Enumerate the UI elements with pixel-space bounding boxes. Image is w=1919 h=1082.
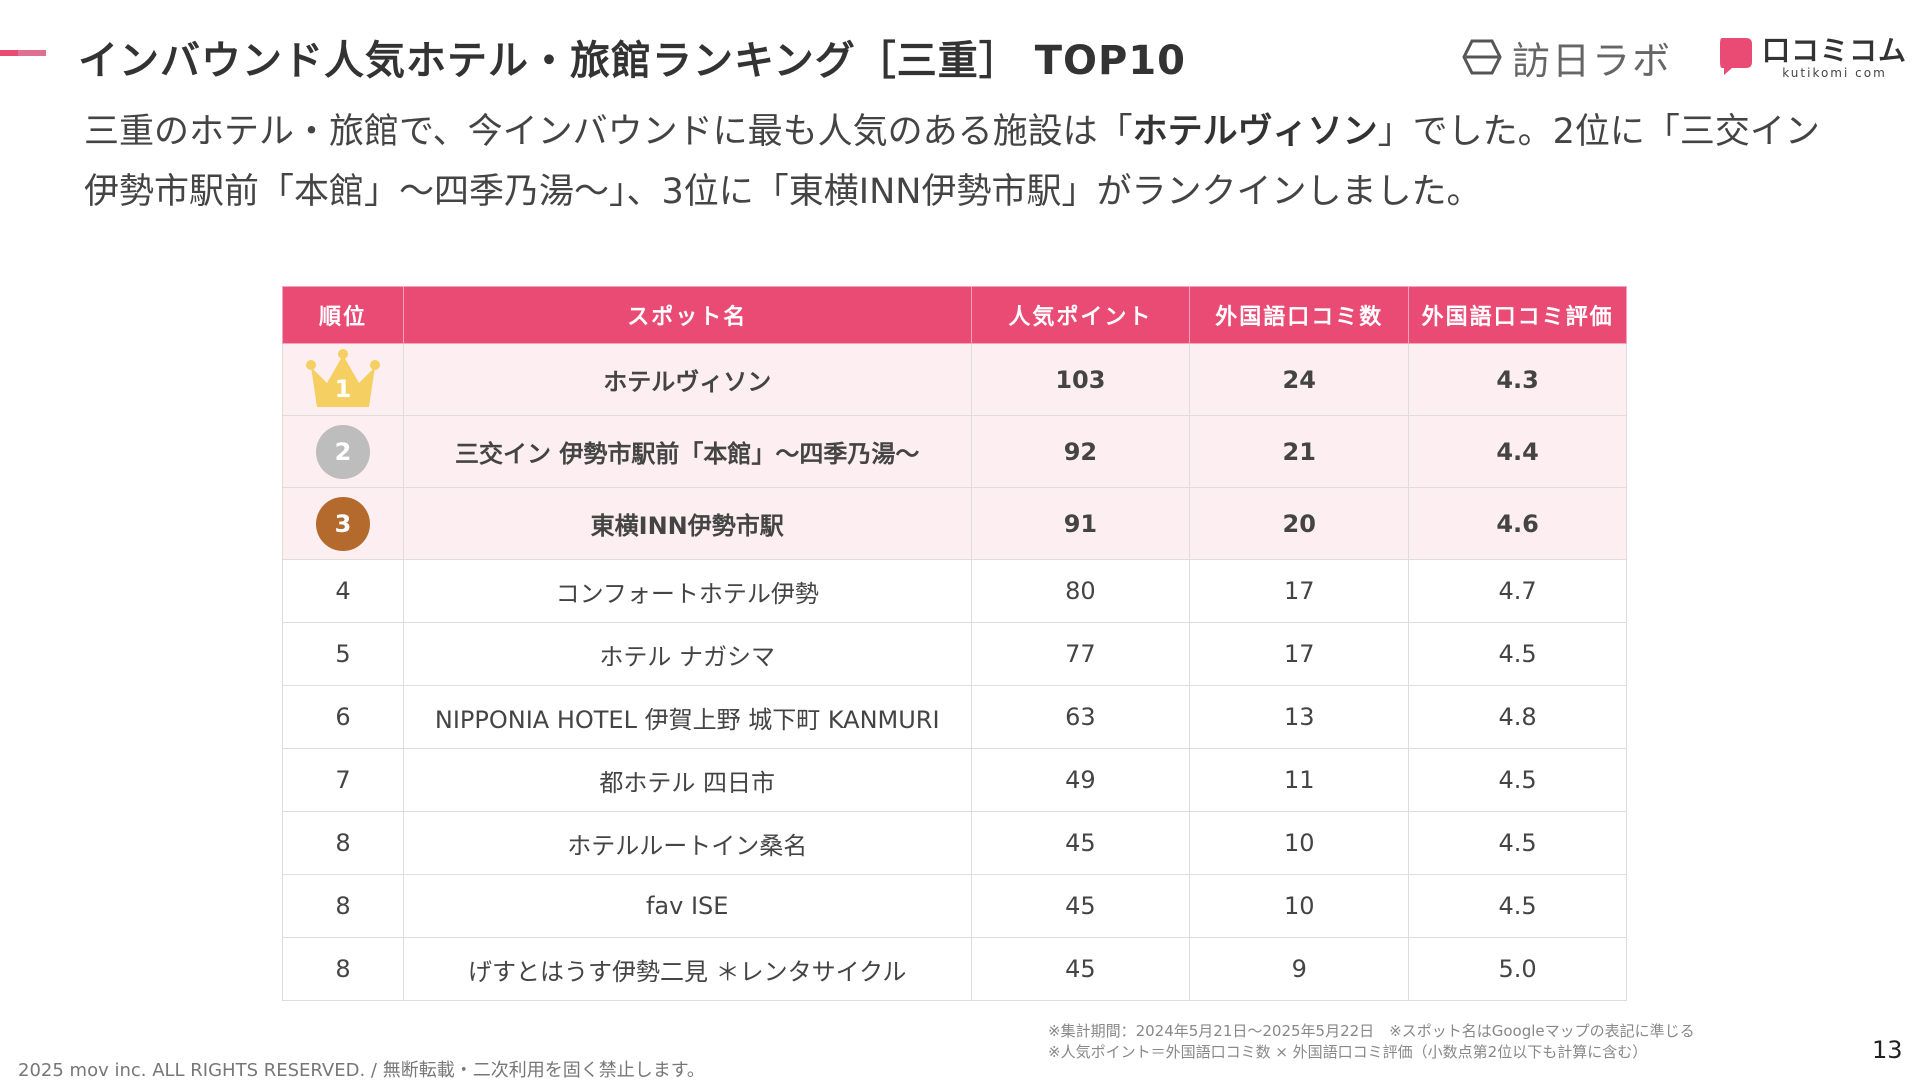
table-row: 7 都ホテル 四日市 49 11 4.5 [282,748,1627,812]
review-rating: 4.5 [1408,622,1627,686]
table-row: 4 コンフォートホテル伊勢 80 17 4.7 [282,559,1627,623]
rank-cell: 1 [282,343,404,416]
table-header-row: 順位 スポット名 人気ポイント 外国語口コミ数 外国語口コミ評価 [282,286,1627,344]
header-spot-name: スポット名 [402,286,972,344]
table-row: 8 げすとはうす伊勢二見 ＊レンタサイクル 45 9 5.0 [282,937,1627,1001]
silver-rank-badge: 2 [315,424,370,479]
intro-paragraph: 三重のホテル・旅館で、今インバウンドに最も人気のある施設は「ホテルヴィソン」でし… [84,102,1854,222]
header-rank: 順位 [282,286,404,344]
review-rating: 4.8 [1408,685,1627,749]
table-row: 8 ホテルルートイン桑名 45 10 4.5 [282,811,1627,875]
spot-name: ホテルヴィソン [402,343,972,416]
spot-name: ホテル ナガシマ [402,622,972,686]
page-number: 13 [1872,1036,1903,1064]
popularity-points: 45 [970,874,1191,938]
review-rating: 4.4 [1408,415,1627,488]
rank-cell: 8 [282,874,404,938]
footnote-period: ※集計期間：2024年5月21日〜2025年5月22日 ※スポット名はGoogl… [1048,1022,1695,1040]
copyright: 2025 mov inc. ALL RIGHTS RESERVED. / 無断転… [18,1060,705,1081]
review-count: 17 [1189,622,1410,686]
spot-name: げすとはうす伊勢二見 ＊レンタサイクル [402,937,972,1001]
rank-cell: 5 [282,622,404,686]
rank-number: 1 [334,374,352,403]
review-count: 24 [1189,343,1410,416]
review-rating: 4.6 [1408,487,1627,560]
popularity-points: 92 [970,415,1191,488]
review-count: 21 [1189,415,1410,488]
review-count: 9 [1189,937,1410,1001]
kutikomi-com-logo: 口コミコム kutikomi com [1718,36,1907,80]
table-row: 8 fav ISE 45 10 4.5 [282,874,1627,938]
popularity-points: 103 [970,343,1191,416]
bronze-rank-badge: 3 [315,496,370,551]
review-rating: 4.5 [1408,874,1627,938]
spot-name: 三交イン 伊勢市駅前「本館」〜四季乃湯〜 [402,415,972,488]
table-row: 5 ホテル ナガシマ 77 17 4.5 [282,622,1627,686]
spot-name: 都ホテル 四日市 [402,748,972,812]
review-count: 17 [1189,559,1410,623]
rank-cell: 7 [282,748,404,812]
rank-cell: 8 [282,811,404,875]
rank-cell: 3 [282,487,404,560]
rank-cell: 2 [282,415,404,488]
gold-crown-icon: 1 [303,348,383,411]
popularity-points: 77 [970,622,1191,686]
table-row: 1 ホテルヴィソン 103 24 4.3 [282,343,1627,416]
spot-name: NIPPONIA HOTEL 伊賀上野 城下町 KANMURI [402,685,972,749]
rank-cell: 8 [282,937,404,1001]
rank-cell: 6 [282,685,404,749]
footnote-formula: ※人気ポイント＝外国語口コミ数 × 外国語口コミ評価（小数点第2位以下も計算に含… [1048,1043,1648,1061]
popularity-points: 91 [970,487,1191,560]
review-count: 10 [1189,874,1410,938]
brand-name-1: 訪日ラボ [1512,38,1673,83]
spot-name: fav ISE [402,874,972,938]
review-rating: 4.7 [1408,559,1627,623]
spot-name: ホテルルートイン桑名 [402,811,972,875]
review-rating: 4.5 [1408,811,1627,875]
review-count: 10 [1189,811,1410,875]
review-count: 11 [1189,748,1410,812]
hexagon-logo-icon [1462,39,1502,75]
review-count: 13 [1189,685,1410,749]
intro-highlight: ホテルヴィソン [1132,112,1378,152]
intro-part-2: 」でした。2位に「三交イン 伊勢市駅前「本館」〜四季乃湯〜」、3位に「東横INN… [84,112,1820,212]
rank-cell: 4 [282,559,404,623]
popularity-points: 45 [970,937,1191,1001]
speech-bubble-logo-icon [1718,36,1754,76]
spot-name: コンフォートホテル伊勢 [402,559,972,623]
popularity-points: 45 [970,811,1191,875]
intro-part-1: 三重のホテル・旅館で、今インバウンドに最も人気のある施設は「 [84,112,1133,152]
popularity-points: 63 [970,685,1191,749]
review-rating: 5.0 [1408,937,1627,1001]
review-rating: 4.3 [1408,343,1627,416]
spot-name: 東横INN伊勢市駅 [402,487,972,560]
footnotes: ※集計期間：2024年5月21日〜2025年5月22日 ※スポット名はGoogl… [1048,1021,1695,1063]
table-row: 6 NIPPONIA HOTEL 伊賀上野 城下町 KANMURI 63 13 … [282,685,1627,749]
brand-name-2: 口コミコム [1762,34,1908,67]
header-popularity-points: 人気ポイント [970,286,1191,344]
title-accent-bar [0,50,46,56]
header-review-count: 外国語口コミ数 [1189,286,1410,344]
header-review-rating: 外国語口コミ評価 [1408,286,1627,344]
review-count: 20 [1189,487,1410,560]
brand-name-2-sub: kutikomi com [1782,66,1887,80]
review-rating: 4.5 [1408,748,1627,812]
popularity-points: 80 [970,559,1191,623]
page-title: インバウンド人気ホテル・旅館ランキング［三重］ TOP10 [78,38,1186,84]
honichi-lab-logo: 訪日ラボ [1462,32,1673,83]
table-row: 2 三交イン 伊勢市駅前「本館」〜四季乃湯〜 92 21 4.4 [282,415,1627,488]
popularity-points: 49 [970,748,1191,812]
ranking-table: 順位 スポット名 人気ポイント 外国語口コミ数 外国語口コミ評価 1 ホテル [282,286,1627,1001]
table-row: 3 東横INN伊勢市駅 91 20 4.6 [282,487,1627,560]
